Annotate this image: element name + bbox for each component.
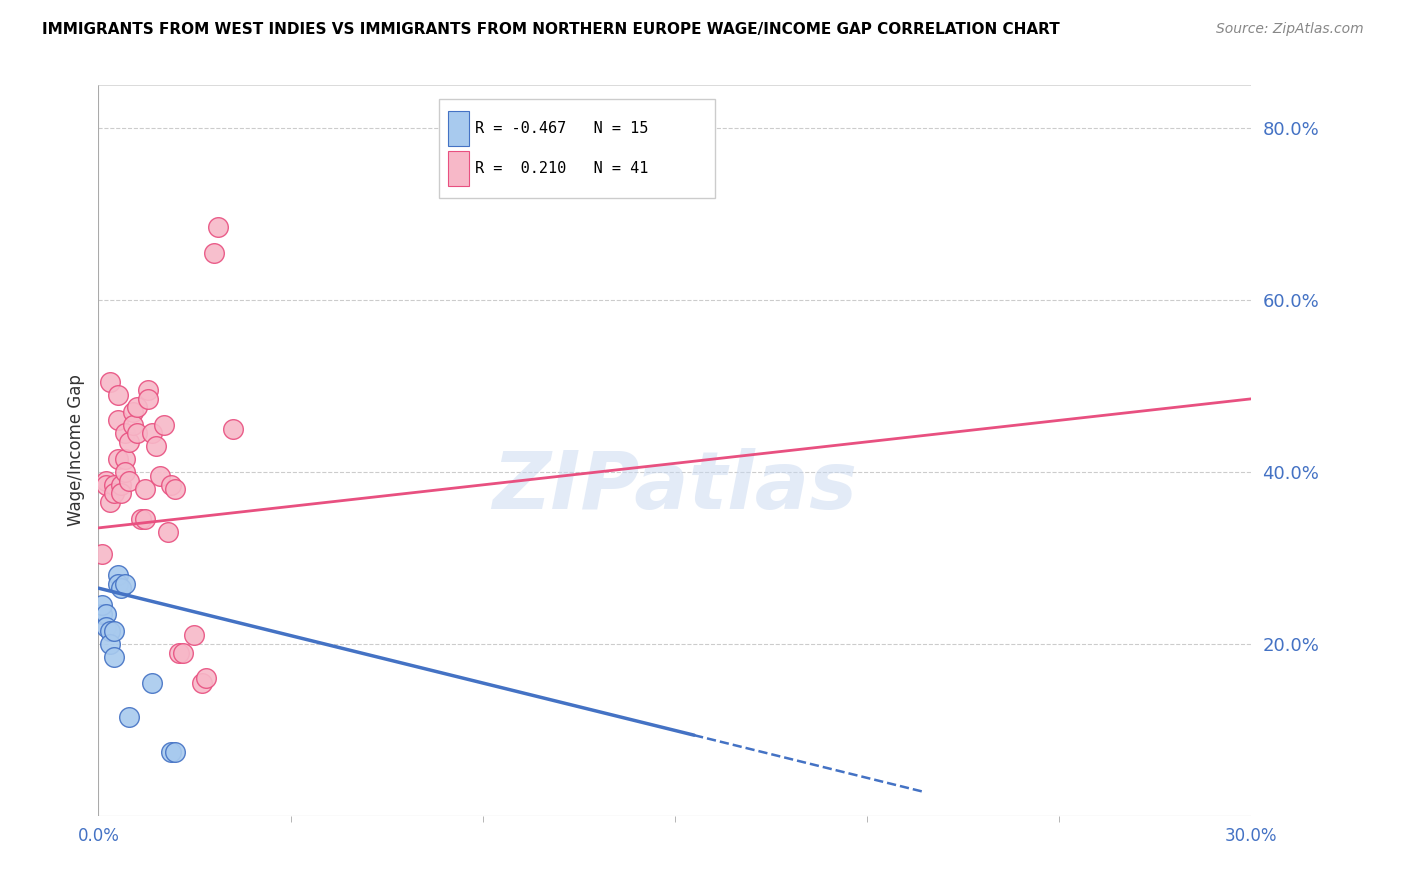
Point [98,637,121,651]
Point [165,482,187,496]
Point [141,426,163,441]
Point [118,710,141,724]
Point [156,525,179,540]
Point [118,474,141,488]
Point [114,452,136,467]
Point [125,426,148,441]
Point [145,439,167,453]
Bar [439,99,716,198]
Point [107,413,129,427]
Point [134,512,156,526]
Point [110,478,132,492]
Bar [447,152,468,186]
Point [94,478,117,492]
Point [107,577,129,591]
Point [103,624,125,639]
Point [207,219,229,234]
Bar [447,112,468,146]
Point [94,474,117,488]
Text: ZIPatlas: ZIPatlas [492,448,858,526]
Point [129,512,152,526]
Point [103,486,125,500]
Point [191,675,214,690]
Point [183,628,205,642]
Text: IMMIGRANTS FROM WEST INDIES VS IMMIGRANTS FROM NORTHERN EUROPE WAGE/INCOME GAP C: IMMIGRANTS FROM WEST INDIES VS IMMIGRANT… [42,22,1060,37]
Point [110,486,132,500]
Point [107,568,129,582]
Point [94,607,117,621]
Point [165,745,187,759]
Point [98,375,121,389]
Point [98,624,121,639]
Point [134,482,156,496]
Point [110,581,132,595]
Point [91,547,114,561]
Point [138,392,160,406]
Point [103,478,125,492]
Point [118,434,141,449]
Point [122,405,145,419]
Point [172,646,194,660]
Text: R = -0.467   N = 15: R = -0.467 N = 15 [475,121,648,136]
Point [114,577,136,591]
Point [160,478,183,492]
Text: Source: ZipAtlas.com: Source: ZipAtlas.com [1216,22,1364,37]
Point [122,417,145,432]
Point [94,620,117,634]
Point [167,646,190,660]
Point [202,245,225,260]
Point [91,599,114,613]
Point [91,607,114,621]
Point [149,469,172,483]
Point [114,465,136,479]
Point [141,675,163,690]
Point [103,650,125,665]
Point [138,383,160,397]
Point [98,495,121,509]
Point [125,401,148,415]
Y-axis label: Wage/Income Gap: Wage/Income Gap [66,375,84,526]
Point [152,417,174,432]
Point [222,422,245,436]
Text: R =  0.210   N = 41: R = 0.210 N = 41 [475,161,648,177]
Point [107,452,129,467]
Point [107,387,129,401]
Point [160,745,183,759]
Point [114,426,136,441]
Point [195,672,218,686]
